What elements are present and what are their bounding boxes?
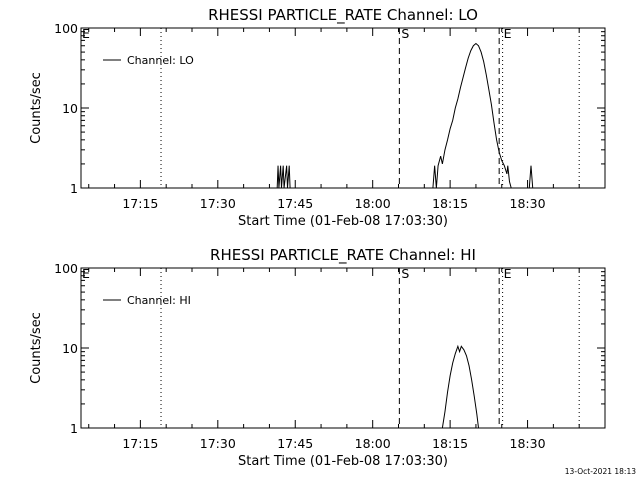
chart-0-xtick-label: 18:15 xyxy=(432,196,468,211)
chart-0-marker-label: E xyxy=(82,26,90,41)
chart-1-marker-label: E xyxy=(82,266,90,281)
chart-1-ylabel: Counts/sec xyxy=(29,312,44,384)
chart-0-xtick-label: 17:15 xyxy=(122,196,158,211)
chart-0-marker-label: E xyxy=(504,26,512,41)
chart-0-xtick-label: 18:00 xyxy=(355,196,391,211)
chart-0-ytick-label: 10 xyxy=(62,101,78,116)
chart-1-xtick-label: 17:15 xyxy=(122,436,158,451)
chart-0-xtick-label: 17:30 xyxy=(200,196,236,211)
chart-1-marker-label: S xyxy=(401,266,409,281)
chart-1-plot-frame xyxy=(80,267,606,429)
chart-1-series-line xyxy=(441,344,480,428)
chart-0-marker-label: S xyxy=(401,26,409,41)
chart-1-xtick-label: 18:00 xyxy=(355,436,391,451)
generated-timestamp: 13-Oct-2021 18:13 xyxy=(565,467,636,476)
chart-0-ytick-label: 100 xyxy=(54,21,78,36)
chart-0-ytick-label: 1 xyxy=(70,181,78,196)
chart-1-xtick-label: 18:30 xyxy=(510,436,546,451)
chart-0-ylabel: Counts/sec xyxy=(29,72,44,144)
chart-0-legend-label: Channel: LO xyxy=(127,54,194,67)
chart-1-ytick-label: 10 xyxy=(62,341,78,356)
chart-1-ytick-label: 100 xyxy=(54,261,78,276)
chart-1-title: RHESSI PARTICLE_RATE Channel: HI xyxy=(210,246,476,265)
chart-1-legend-label: Channel: HI xyxy=(127,294,191,307)
chart-1-xtick-label: 17:30 xyxy=(200,436,236,451)
chart-0-plot-frame xyxy=(80,27,606,189)
chart-1-ytick-label: 1 xyxy=(70,421,78,436)
chart-1-xtick-label: 17:45 xyxy=(277,436,313,451)
chart-0-series-line xyxy=(276,42,534,188)
chart-0-xtick-label: 18:30 xyxy=(510,196,546,211)
chart-0-xlabel: Start Time (01-Feb-08 17:03:30) xyxy=(238,214,448,229)
chart-1-xtick-label: 18:15 xyxy=(432,436,468,451)
chart-0-xtick-label: 17:45 xyxy=(277,196,313,211)
chart-1-xlabel: Start Time (01-Feb-08 17:03:30) xyxy=(238,454,448,469)
chart-0-title: RHESSI PARTICLE_RATE Channel: LO xyxy=(208,6,478,25)
chart-1-marker-label: E xyxy=(504,266,512,281)
